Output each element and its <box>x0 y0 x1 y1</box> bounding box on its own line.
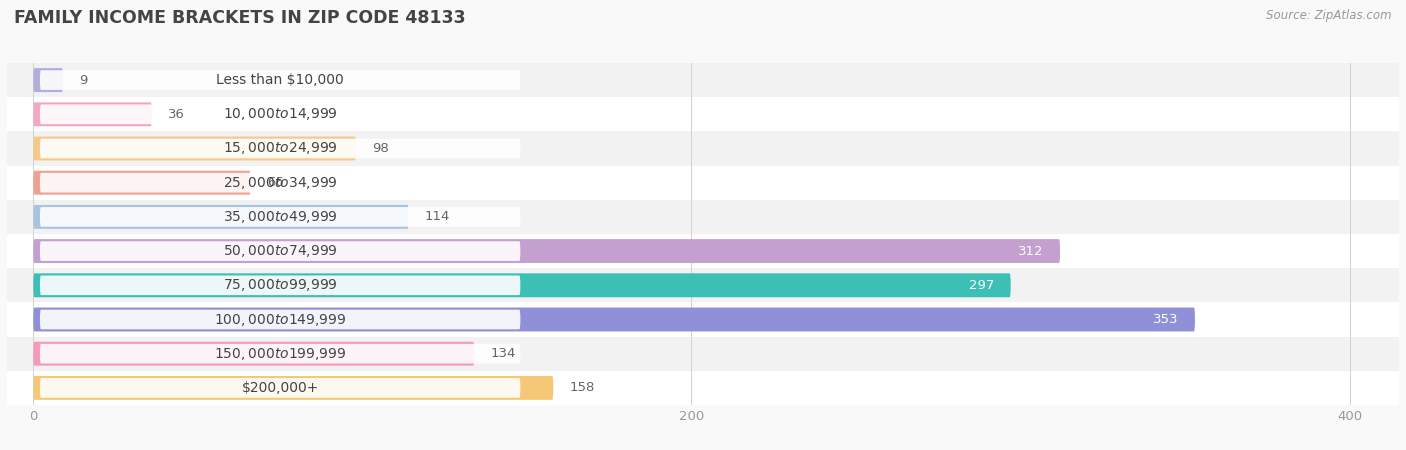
FancyBboxPatch shape <box>34 68 63 92</box>
Text: 158: 158 <box>569 382 595 394</box>
Text: 114: 114 <box>425 211 450 223</box>
Text: $100,000 to $149,999: $100,000 to $149,999 <box>214 311 346 328</box>
FancyBboxPatch shape <box>39 344 520 364</box>
Bar <box>7 337 1399 371</box>
Text: $15,000 to $24,999: $15,000 to $24,999 <box>222 140 337 157</box>
FancyBboxPatch shape <box>34 136 356 161</box>
FancyBboxPatch shape <box>34 239 1060 263</box>
FancyBboxPatch shape <box>34 171 250 195</box>
Text: $35,000 to $49,999: $35,000 to $49,999 <box>222 209 337 225</box>
Text: 98: 98 <box>373 142 389 155</box>
Text: $150,000 to $199,999: $150,000 to $199,999 <box>214 346 346 362</box>
Bar <box>7 371 1399 405</box>
Text: 66: 66 <box>267 176 284 189</box>
Text: $50,000 to $74,999: $50,000 to $74,999 <box>222 243 337 259</box>
Bar <box>7 166 1399 200</box>
FancyBboxPatch shape <box>34 342 474 366</box>
FancyBboxPatch shape <box>39 378 520 398</box>
FancyBboxPatch shape <box>39 104 520 124</box>
FancyBboxPatch shape <box>39 241 520 261</box>
Text: $75,000 to $99,999: $75,000 to $99,999 <box>222 277 337 293</box>
FancyBboxPatch shape <box>34 307 1195 332</box>
FancyBboxPatch shape <box>39 70 520 90</box>
Text: 9: 9 <box>79 74 87 86</box>
Text: 297: 297 <box>969 279 994 292</box>
Bar <box>7 200 1399 234</box>
Text: Less than $10,000: Less than $10,000 <box>217 73 344 87</box>
FancyBboxPatch shape <box>34 205 409 229</box>
Bar <box>7 63 1399 97</box>
FancyBboxPatch shape <box>39 207 520 227</box>
FancyBboxPatch shape <box>34 102 152 126</box>
Bar <box>7 234 1399 268</box>
Bar <box>7 131 1399 166</box>
FancyBboxPatch shape <box>34 273 1011 297</box>
Text: 312: 312 <box>1018 245 1043 257</box>
Text: 36: 36 <box>169 108 186 121</box>
Text: Source: ZipAtlas.com: Source: ZipAtlas.com <box>1267 9 1392 22</box>
Text: $10,000 to $14,999: $10,000 to $14,999 <box>222 106 337 122</box>
Text: $25,000 to $34,999: $25,000 to $34,999 <box>222 175 337 191</box>
FancyBboxPatch shape <box>34 376 554 400</box>
FancyBboxPatch shape <box>39 310 520 329</box>
FancyBboxPatch shape <box>39 275 520 295</box>
FancyBboxPatch shape <box>39 139 520 158</box>
Text: 353: 353 <box>1153 313 1178 326</box>
Bar <box>7 268 1399 302</box>
Text: 134: 134 <box>491 347 516 360</box>
Bar <box>7 302 1399 337</box>
Bar <box>7 97 1399 131</box>
Text: FAMILY INCOME BRACKETS IN ZIP CODE 48133: FAMILY INCOME BRACKETS IN ZIP CODE 48133 <box>14 9 465 27</box>
Text: $200,000+: $200,000+ <box>242 381 319 395</box>
FancyBboxPatch shape <box>39 173 520 193</box>
